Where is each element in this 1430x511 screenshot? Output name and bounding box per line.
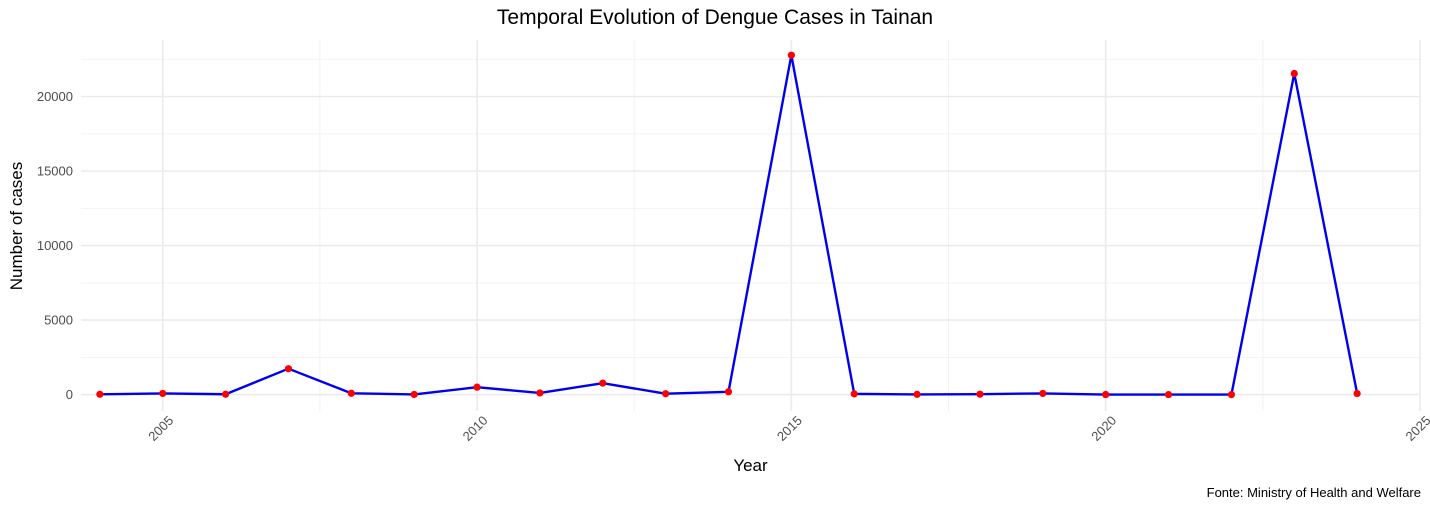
data-point <box>976 390 984 398</box>
y-tick-label: 15000 <box>37 164 73 179</box>
x-tick-label: 2010 <box>460 413 491 444</box>
points-layer <box>96 51 1361 399</box>
data-point <box>913 390 921 398</box>
data-point <box>662 390 670 398</box>
y-axis-label: Number of cases <box>7 161 26 291</box>
y-tick-label: 5000 <box>44 313 73 328</box>
data-point <box>1227 391 1236 399</box>
data-point <box>787 51 795 59</box>
data-point <box>1353 389 1361 398</box>
data-point <box>850 390 858 398</box>
data-point <box>1039 389 1047 398</box>
source-caption: Fonte: Ministry of Health and Welfare <box>1206 485 1421 500</box>
data-point <box>347 389 355 397</box>
chart-title: Temporal Evolution of Dengue Cases in Ta… <box>496 6 934 29</box>
x-tick-label: 2015 <box>774 413 805 444</box>
data-point <box>724 388 733 396</box>
major-gridlines <box>81 40 1421 411</box>
x-axis-label: Year <box>733 456 768 475</box>
minor-gridlines <box>81 40 1420 411</box>
series-line <box>99 54 1359 396</box>
y-tick-label: 0 <box>66 387 73 402</box>
data-point <box>96 390 104 398</box>
series-layer <box>99 54 1359 396</box>
y-tick-labels: 0 5000 10000 15000 20000 <box>37 89 73 402</box>
data-point <box>599 379 607 387</box>
data-point <box>536 389 544 397</box>
x-tick-label: 2025 <box>1403 413 1430 444</box>
data-point <box>221 390 230 398</box>
data-point <box>159 389 167 398</box>
data-point <box>473 383 481 391</box>
data-point <box>1164 390 1173 399</box>
x-tick-labels: 2005 2010 2015 2020 2025 <box>145 413 1430 444</box>
x-tick-label: 2005 <box>145 413 176 444</box>
data-point <box>410 390 418 399</box>
data-point <box>284 365 293 373</box>
data-point <box>1290 69 1298 78</box>
x-tick-label: 2020 <box>1088 413 1119 444</box>
data-point <box>1102 390 1110 399</box>
y-tick-label: 10000 <box>37 238 73 253</box>
y-tick-label: 20000 <box>37 89 73 104</box>
